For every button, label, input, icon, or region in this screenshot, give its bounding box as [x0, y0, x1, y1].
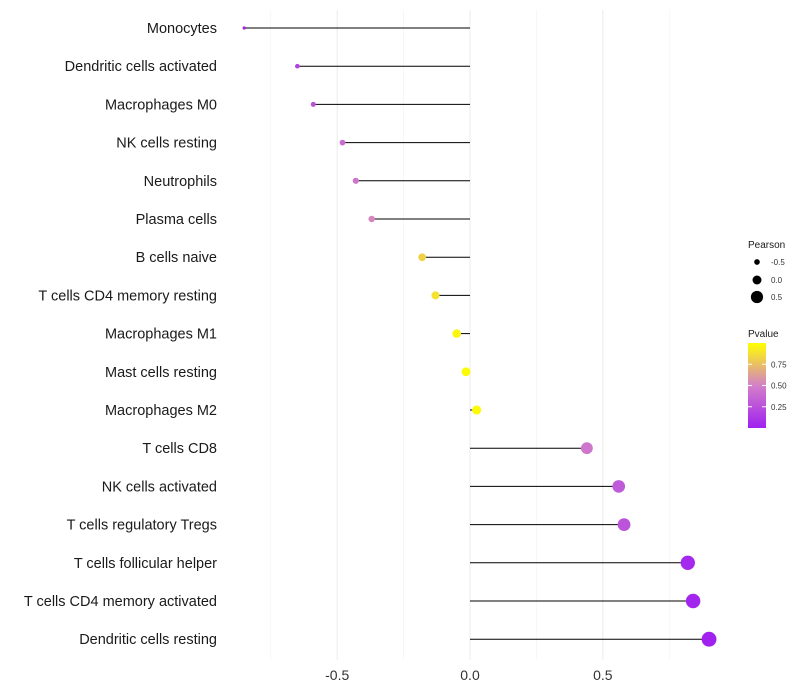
category-label: T cells regulatory Tregs: [67, 518, 217, 534]
lollipop-point: [418, 253, 427, 262]
category-label: Neutrophils: [144, 174, 217, 190]
lollipop-point: [685, 593, 701, 609]
category-label: B cells naive: [136, 250, 217, 266]
color-legend-label: 0.25: [771, 403, 787, 412]
category-label: NK cells activated: [102, 479, 217, 495]
lollipop-point: [368, 215, 375, 223]
size-legend-label: 0.5: [771, 293, 783, 302]
lollipop-stems: [244, 27, 710, 640]
category-label: Monocytes: [147, 21, 217, 37]
category-label: Mast cells resting: [105, 365, 217, 381]
size-legend-items: -0.5 0.0 0.5: [750, 258, 785, 304]
lollipop-point: [295, 63, 300, 69]
category-label: Macrophages M1: [105, 327, 217, 343]
category-label: T cells follicular helper: [74, 556, 217, 572]
lollipop-point: [461, 367, 471, 377]
category-label: Macrophages M2: [105, 403, 217, 419]
color-legend-bar: [748, 343, 766, 428]
x-axis-tick-labels: -0.5 0.0 0.5: [325, 667, 613, 683]
x-tick-label: 0.5: [593, 667, 613, 683]
size-legend-title: Pearson: [748, 240, 785, 251]
category-label: Plasma cells: [136, 212, 217, 228]
color-legend-label: 0.75: [771, 360, 787, 369]
size-legend-key: [754, 259, 760, 265]
y-axis-category-labels: Monocytes Dendritic cells activated Macrop…: [24, 21, 217, 648]
color-legend-title: Pvalue: [748, 329, 779, 340]
lollipop-point: [310, 101, 316, 107]
lollipop-point: [452, 329, 462, 338]
lollipop-point: [339, 139, 346, 146]
color-legend-ticks: 0.25 0.50 0.75: [748, 360, 787, 412]
size-legend-key: [752, 275, 762, 285]
lollipop-point: [680, 555, 695, 570]
x-tick-label: 0.0: [460, 667, 480, 683]
category-label: Macrophages M0: [105, 97, 217, 113]
lollipop-points: [242, 26, 717, 647]
category-label: Dendritic cells activated: [65, 59, 217, 75]
size-legend-label: 0.0: [771, 276, 783, 285]
lollipop-point: [352, 177, 359, 184]
lollipop-point: [617, 518, 631, 531]
size-legend-key: [750, 290, 764, 304]
legend: Pearson -0.5 0.0 0.5 Pvalue 0.25 0.50 0.75: [748, 240, 787, 428]
size-legend-label: -0.5: [771, 258, 785, 267]
lollipop-point: [701, 631, 717, 647]
category-label: T cells CD8: [142, 441, 217, 457]
lollipop-point: [580, 442, 593, 455]
lollipop-point: [431, 291, 440, 300]
category-label: Dendritic cells resting: [79, 632, 217, 648]
color-legend-label: 0.50: [771, 382, 787, 391]
category-label: T cells CD4 memory resting: [38, 288, 217, 304]
x-tick-label: -0.5: [325, 667, 349, 683]
lollipop-point: [242, 26, 246, 30]
grid-lines: [270, 10, 670, 660]
lollipop-point: [472, 405, 482, 415]
lollipop-point: [612, 480, 626, 493]
category-label: T cells CD4 memory activated: [24, 594, 217, 610]
category-label: NK cells resting: [116, 136, 217, 152]
